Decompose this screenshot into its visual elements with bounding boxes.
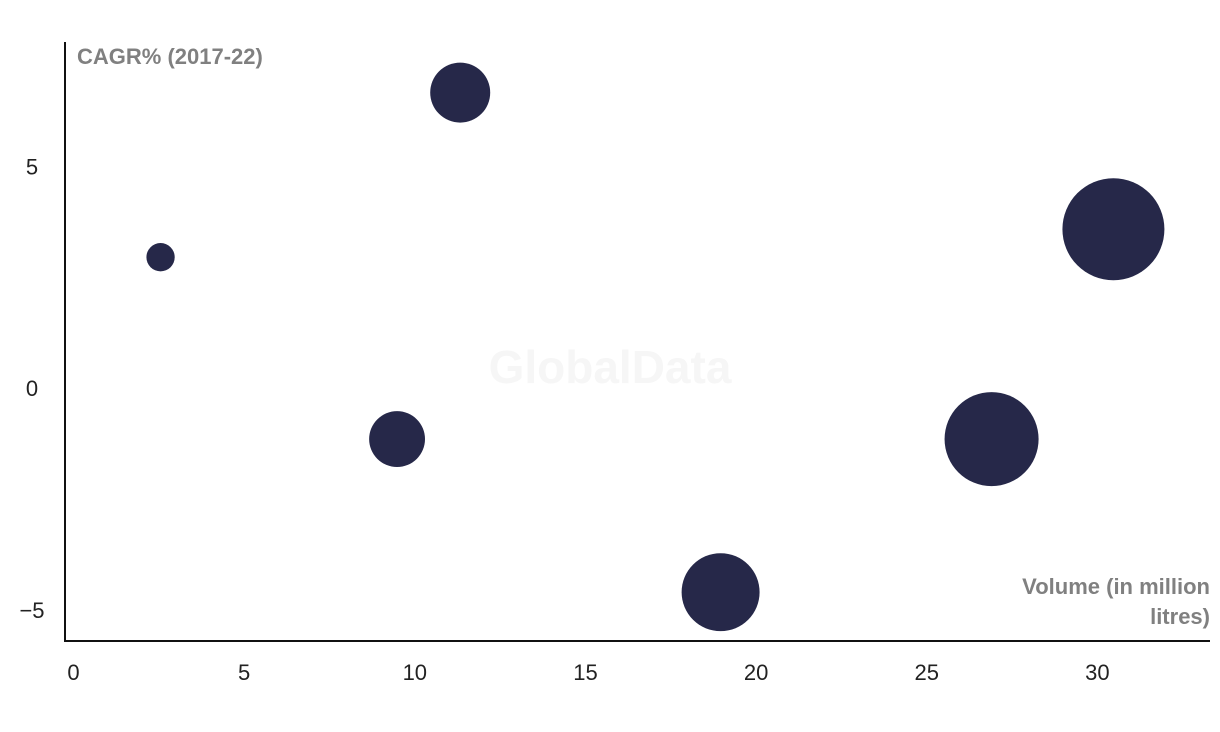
x-tick-label: 25 — [914, 660, 938, 685]
x-axis-title: Volume (in million litres) — [1022, 574, 1210, 629]
x-tick-label: 15 — [573, 660, 597, 685]
bubble — [944, 392, 1039, 487]
bubble — [681, 553, 760, 632]
x-tick-label: 0 — [67, 660, 79, 685]
x-tick-label: 30 — [1085, 660, 1109, 685]
watermark: GlobalData — [488, 341, 732, 393]
y-tick-label: −5 — [19, 598, 44, 623]
x-tick-label: 5 — [238, 660, 250, 685]
x-tick-label: 10 — [403, 660, 427, 685]
bubble — [146, 243, 175, 272]
bubble — [1062, 178, 1165, 281]
bubble — [430, 62, 491, 123]
y-tick-label: 5 — [26, 154, 38, 179]
y-tick-label: 0 — [26, 376, 38, 401]
x-tick-label: 20 — [744, 660, 768, 685]
bubble — [369, 411, 425, 468]
y-axis-title: CAGR% (2017-22) — [77, 44, 263, 69]
